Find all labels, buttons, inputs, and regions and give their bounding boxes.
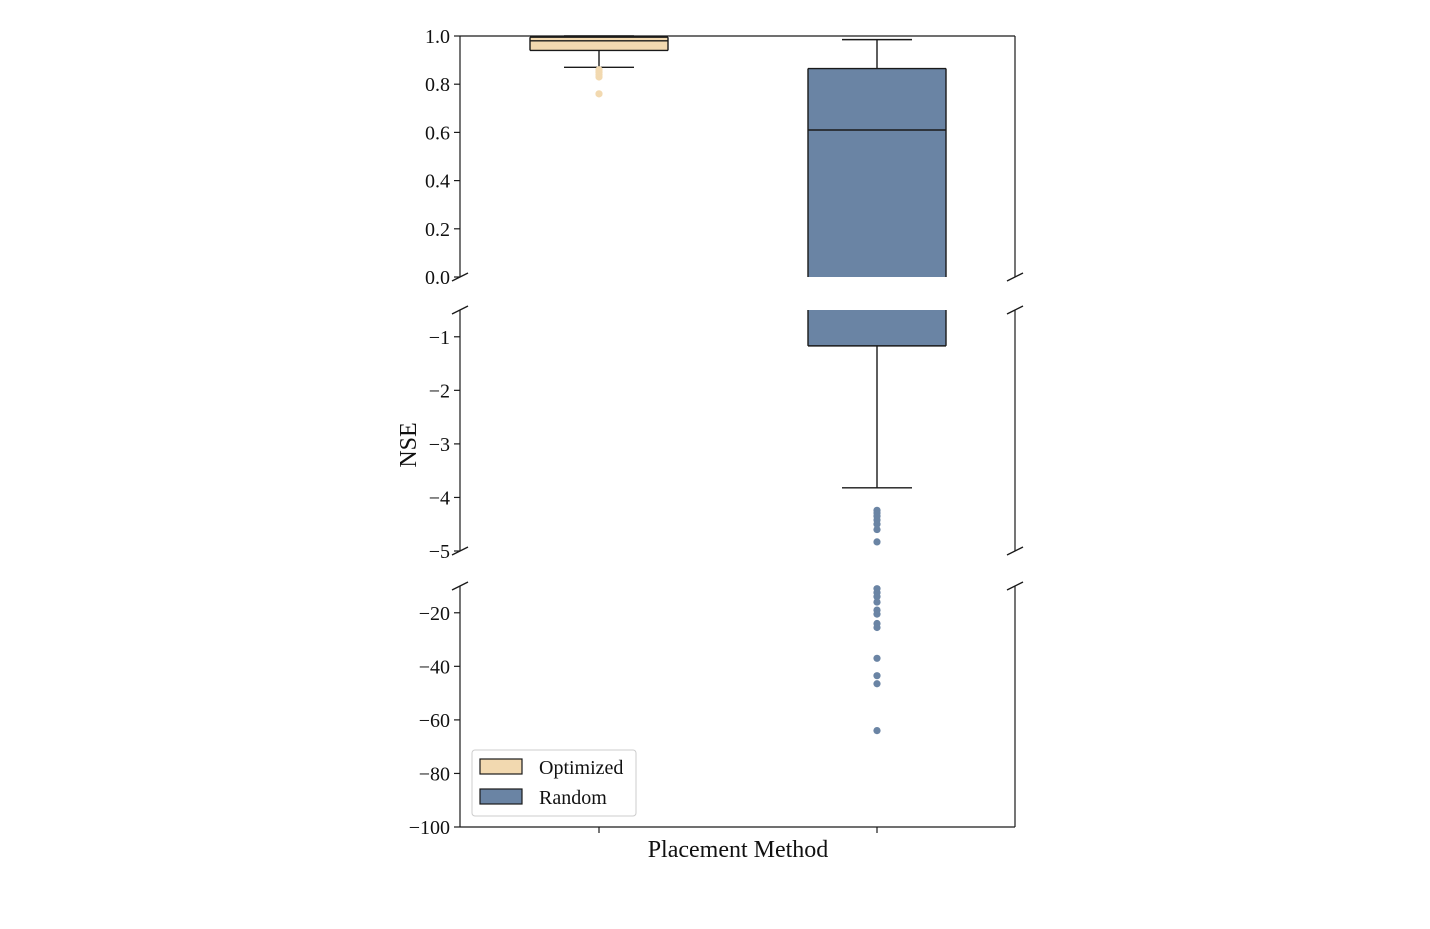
axis-panel-3: −20 −40 −60 −80 −100 xyxy=(409,581,1024,839)
outlier-point xyxy=(873,727,881,735)
y-tick-label: 0.8 xyxy=(425,74,450,96)
outlier-point xyxy=(873,680,881,688)
y-tick-label: −1 xyxy=(429,327,450,349)
y-tick-label: −3 xyxy=(429,434,450,456)
axis-break-mark xyxy=(451,272,469,282)
outlier-point xyxy=(595,73,603,81)
y-tick-label: −4 xyxy=(429,487,450,509)
box-optimized xyxy=(529,35,669,98)
box-body xyxy=(808,68,946,277)
y-tick-label: 1.0 xyxy=(425,26,450,48)
legend-swatch-optimized xyxy=(479,758,523,775)
box-body xyxy=(530,37,668,51)
outlier-point xyxy=(873,623,881,632)
legend-label-optimized: Optimized xyxy=(539,757,623,779)
outlier-point xyxy=(873,520,881,528)
legend-swatch-random xyxy=(479,788,523,805)
axis-break-mark xyxy=(451,546,469,556)
axis-break-mark xyxy=(451,581,469,591)
y-tick-label: −100 xyxy=(409,817,450,839)
axis-break-mark xyxy=(1006,546,1024,556)
axis-panel-1: 0.0 0.2 0.4 0.6 0.8 1.0 xyxy=(425,26,1024,289)
outlier-point xyxy=(873,610,881,618)
y-tick-label: −20 xyxy=(419,603,450,625)
boxes-layer xyxy=(529,35,947,735)
x-axis-label: Placement Method xyxy=(648,837,829,863)
y-tick-label: 0.6 xyxy=(425,122,450,144)
legend: Optimized Random xyxy=(471,749,637,817)
y-tick-label: 0.4 xyxy=(425,171,450,193)
outlier-point xyxy=(873,654,881,662)
y-tick-label: 0.0 xyxy=(425,267,450,289)
outlier-point xyxy=(873,598,881,606)
legend-label-random: Random xyxy=(539,787,607,809)
outlier-point xyxy=(873,525,881,534)
axis-break-mark xyxy=(451,305,469,315)
axis-break-mark xyxy=(1006,272,1024,282)
y-tick-label: −80 xyxy=(419,763,450,785)
y-axis-label: NSE xyxy=(396,422,422,467)
axis-break-mark xyxy=(1006,305,1024,315)
axis-panel-2: −1 −2 −3 −4 −5 xyxy=(429,305,1024,563)
axes-layer: 0.0 0.2 0.4 0.6 0.8 1.0 −1 −2 −3 −4 −5 −20 −40 −60 −80… xyxy=(409,26,1024,839)
box-random xyxy=(807,38,947,735)
y-tick-label: −60 xyxy=(419,710,450,732)
outlier-point xyxy=(595,90,603,98)
outlier-point xyxy=(873,538,881,546)
axis-break-mark xyxy=(1006,581,1024,591)
y-tick-label: −40 xyxy=(419,656,450,678)
y-tick-label: −2 xyxy=(429,380,450,402)
text-layer: Placement Method NSE xyxy=(396,422,828,863)
y-tick-label: 0.2 xyxy=(425,219,450,241)
outlier-point xyxy=(873,593,881,601)
outlier-point xyxy=(873,672,881,680)
y-tick-label: −5 xyxy=(429,541,450,563)
box-body xyxy=(808,310,946,346)
